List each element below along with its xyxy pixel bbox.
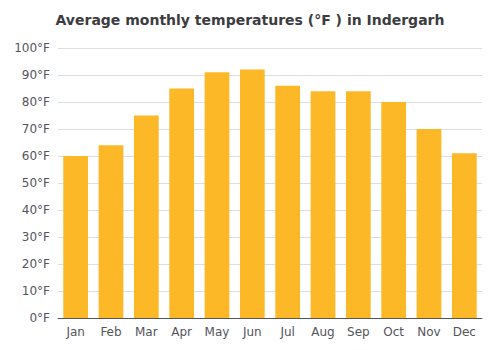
svg-text:Sep: Sep [347,325,370,339]
svg-text:Apr: Apr [171,325,192,339]
svg-text:Aug: Aug [311,325,334,339]
svg-text:Nov: Nov [417,325,440,339]
svg-text:Average monthly temperatures (: Average monthly temperatures (°F ) in In… [56,12,445,28]
svg-text:40°F: 40°F [22,203,50,217]
svg-text:90°F: 90°F [22,68,50,82]
svg-text:30°F: 30°F [22,230,50,244]
svg-text:Mar: Mar [135,325,158,339]
svg-text:May: May [205,325,230,339]
svg-text:Jul: Jul [279,325,294,339]
svg-text:Jun: Jun [242,325,262,339]
svg-text:10°F: 10°F [22,284,50,298]
svg-text:60°F: 60°F [22,149,50,163]
svg-text:70°F: 70°F [22,122,50,136]
svg-text:50°F: 50°F [22,176,50,190]
svg-text:Dec: Dec [453,325,476,339]
svg-text:100°F: 100°F [14,41,50,55]
svg-text:0°F: 0°F [29,311,50,325]
svg-text:80°F: 80°F [22,95,50,109]
svg-text:Feb: Feb [100,325,121,339]
svg-text:20°F: 20°F [22,257,50,271]
svg-text:Jan: Jan [65,325,85,339]
svg-text:Oct: Oct [383,325,404,339]
